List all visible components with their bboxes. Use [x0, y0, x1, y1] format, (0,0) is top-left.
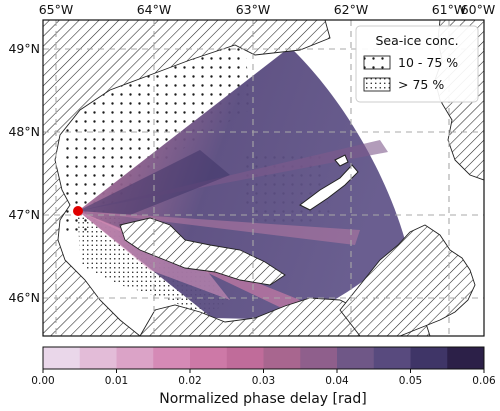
lat-label-48n: 48°N [8, 124, 40, 139]
legend-swatch-sparse [363, 55, 391, 70]
colorbar-label: Normalized phase delay [rad] [159, 391, 366, 407]
map-border [42, 19, 485, 337]
colorbar-tick-label: 0.00 [31, 375, 54, 387]
land-small-island [334, 154, 349, 167]
colorbar-cell [226, 347, 264, 369]
colorbar-cell [373, 347, 411, 369]
colorbar: 0.00 0.01 0.02 0.03 0.04 0.05 0.06 Normalized … [31, 346, 496, 407]
longitude-labels: 65°W 64°W 63°W 62°W 61°W 60°W [39, 2, 496, 17]
lon-label-65w: 65°W [39, 2, 74, 17]
colorbar-tick-label: 0.04 [325, 375, 349, 387]
phase-delay-streak-3 [78, 150, 230, 215]
land-magdalen-islands [299, 164, 359, 211]
lon-label-61w: 61°W [432, 2, 467, 17]
colorbar-tick-label: 0.01 [105, 375, 128, 387]
colorbar-cell [153, 347, 191, 369]
legend-label-sparse: 10 - 75 % [398, 55, 458, 70]
graticule [43, 20, 484, 336]
colorbar-tick-label: 0.02 [178, 375, 201, 387]
lon-label-63w: 63°W [236, 2, 271, 17]
lon-label-64w: 64°W [137, 2, 172, 17]
colorbar-cell [410, 347, 448, 369]
colorbar-cell [190, 347, 228, 369]
legend-title: Sea-ice conc. [375, 33, 458, 48]
legend-label-dense: > 75 % [398, 77, 444, 92]
lat-label-46n: 46°N [8, 290, 40, 305]
colorbar-cells [43, 347, 485, 369]
colorbar-cell [447, 347, 485, 369]
lat-label-49n: 49°N [8, 41, 40, 56]
colorbar-cell [116, 347, 154, 369]
colorbar-cell [300, 347, 338, 369]
latitude-labels: 49°N 48°N 47°N 46°N [8, 41, 40, 305]
lat-label-47n: 47°N [8, 207, 40, 222]
sea-ice-legend: Sea-ice conc. 10 - 75 % > 75 % [355, 25, 479, 103]
colorbar-cell [43, 347, 81, 369]
colorbar-cell [79, 347, 117, 369]
land-gaspe-peninsula [43, 20, 331, 336]
land-cape-breton [339, 224, 476, 336]
colorbar-ticks: 0.00 0.01 0.02 0.03 0.04 0.05 0.06 [31, 369, 496, 387]
colorbar-cell [263, 347, 301, 369]
colorbar-tick-label: 0.05 [399, 375, 422, 387]
colorbar-tick-label: 0.03 [252, 375, 275, 387]
lon-label-62w: 62°W [334, 2, 369, 17]
colorbar-tick-label: 0.06 [472, 375, 496, 387]
land-nova-scotia-pei [119, 217, 286, 286]
legend-swatch-dense [363, 77, 391, 92]
lon-label-60w: 60°W [461, 2, 496, 17]
colorbar-cell [337, 347, 375, 369]
radar-station-marker [73, 206, 83, 216]
